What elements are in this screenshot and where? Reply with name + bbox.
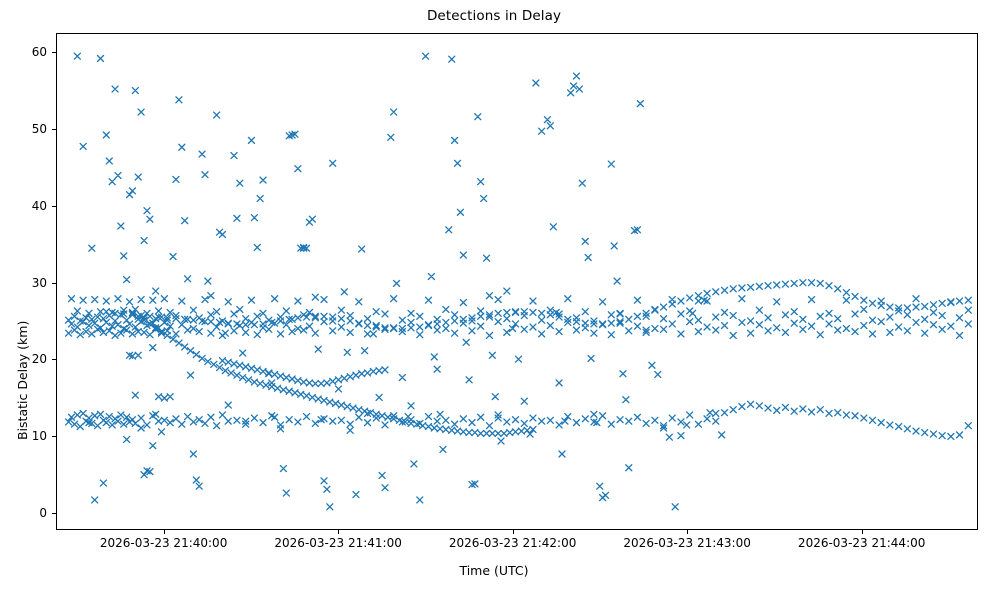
x-tick-label: 2026-03-23 21:43:00 <box>623 536 751 550</box>
x-tick-label: 2026-03-23 21:41:00 <box>274 536 402 550</box>
x-tick-mark <box>862 530 863 534</box>
scatter-marker-set <box>64 52 972 511</box>
chart-title: Detections in Delay <box>426 8 562 24</box>
y-axis-tick-labels: 0 10 20 30 40 50 60 <box>0 0 47 590</box>
y-axis-label: Bistatic Delay (km) <box>15 320 30 440</box>
x-tick-label: 2026-03-23 21:40:00 <box>99 536 228 550</box>
plot-area[interactable] <box>56 33 978 530</box>
x-tick-mark <box>513 530 514 534</box>
y-tick-mark <box>52 129 56 130</box>
x-tick-label: 2026-03-23 21:42:00 <box>448 536 577 550</box>
y-tick-label: 20 <box>31 352 47 367</box>
y-tick-mark <box>52 52 56 53</box>
y-tick-mark <box>52 206 56 207</box>
x-axis-label: Time (UTC) <box>459 563 529 578</box>
y-tick-mark <box>52 513 56 514</box>
y-tick-mark <box>52 359 56 360</box>
y-tick-label: 30 <box>31 275 47 290</box>
y-tick-mark <box>52 283 56 284</box>
y-tick-label: 60 <box>31 45 47 60</box>
y-tick-label: 50 <box>31 122 47 137</box>
y-tick-label: 0 <box>39 506 47 521</box>
y-tick-label: 40 <box>31 198 47 213</box>
x-tick-label: 2026-03-23 21:44:00 <box>797 536 926 550</box>
x-tick-mark <box>338 530 339 534</box>
y-tick-label: 10 <box>31 429 47 444</box>
y-tick-mark <box>52 436 56 437</box>
scatter-markers-layer <box>57 34 977 529</box>
x-tick-mark <box>687 530 688 534</box>
x-tick-mark <box>164 530 165 534</box>
